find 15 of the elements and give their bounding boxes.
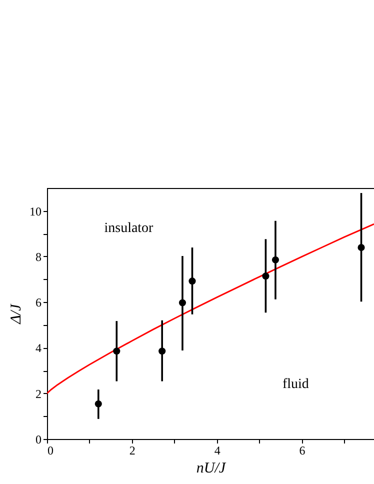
y-tick-label: 2 [36,386,42,401]
y-tick-label: 6 [36,296,42,310]
annotation: fluid [282,376,309,392]
x-tick-label: 4 [214,444,220,458]
y-tick-label: 8 [36,250,42,264]
y-tick-label: 4 [36,341,42,356]
y-axis-title: Δ/J [8,302,24,325]
x-axis-title: nU/J [196,460,227,476]
y-tick-label: 10 [30,204,42,218]
x-tick-label: 0 [48,444,54,458]
annotation: insulator [104,221,154,236]
x-tick-label: 6 [299,444,306,458]
x-tick-label: 2 [129,444,136,458]
line-series [47,223,374,394]
y-tick-label: 0 [36,432,42,446]
